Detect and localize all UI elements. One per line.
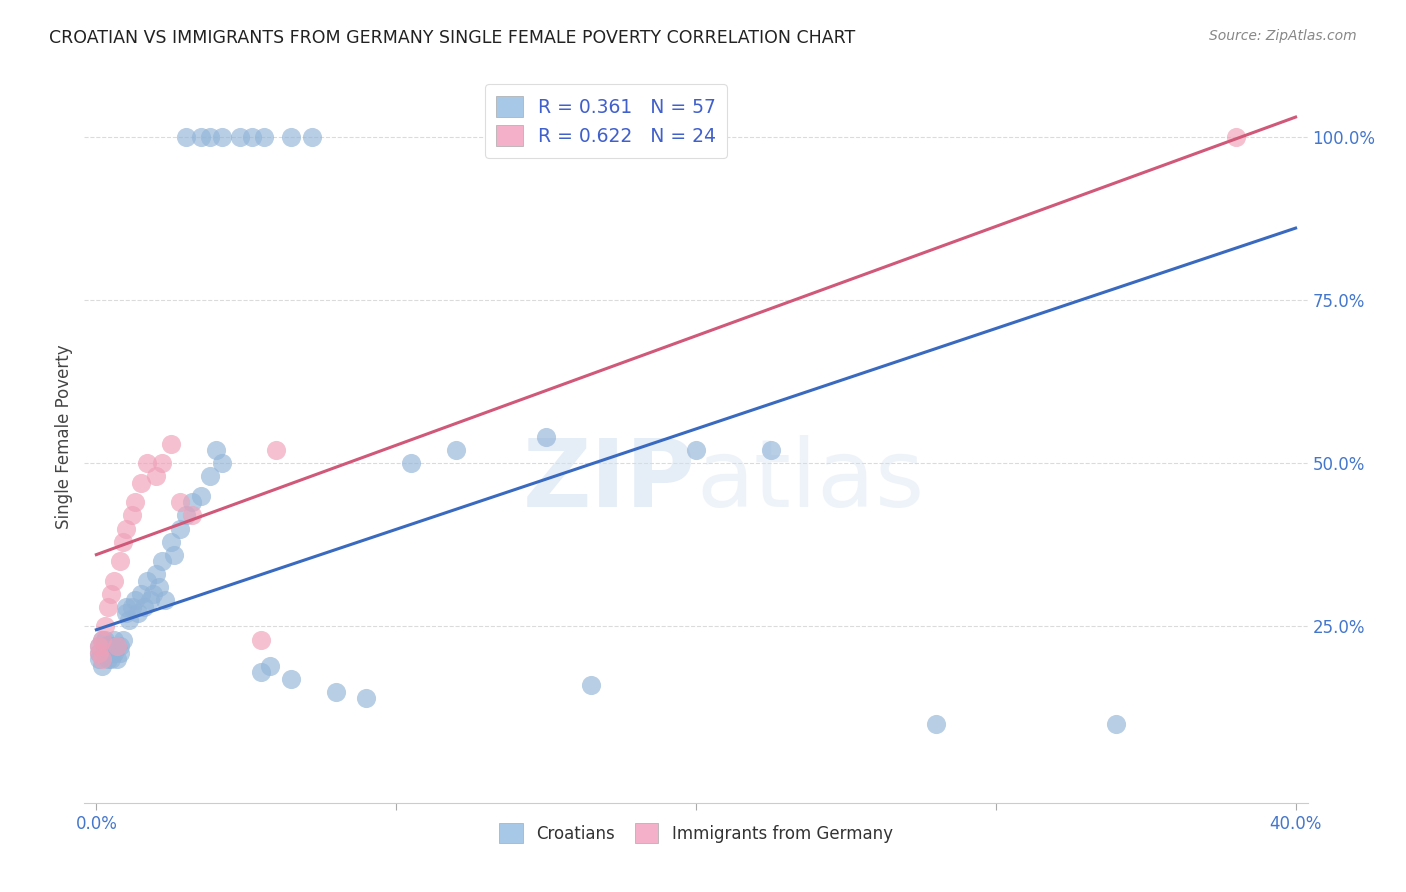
Point xyxy=(118,613,141,627)
Point xyxy=(134,599,156,614)
Point xyxy=(94,632,117,647)
Point xyxy=(97,652,120,666)
Point xyxy=(1105,717,1128,731)
Point xyxy=(444,443,467,458)
Point xyxy=(124,495,146,509)
Point xyxy=(163,548,186,562)
Point xyxy=(142,587,165,601)
Point xyxy=(264,443,287,458)
Point xyxy=(190,129,212,144)
Point xyxy=(534,430,557,444)
Point xyxy=(112,632,135,647)
Point xyxy=(115,599,138,614)
Point xyxy=(160,436,183,450)
Point xyxy=(200,469,222,483)
Point xyxy=(925,717,948,731)
Point xyxy=(145,469,167,483)
Legend: Croatians, Immigrants from Germany: Croatians, Immigrants from Germany xyxy=(492,817,900,849)
Point xyxy=(103,632,125,647)
Point xyxy=(89,639,111,653)
Point xyxy=(91,658,114,673)
Point xyxy=(89,652,111,666)
Point xyxy=(100,652,122,666)
Point xyxy=(103,646,125,660)
Point xyxy=(155,593,177,607)
Text: CROATIAN VS IMMIGRANTS FROM GERMANY SINGLE FEMALE POVERTY CORRELATION CHART: CROATIAN VS IMMIGRANTS FROM GERMANY SING… xyxy=(49,29,855,46)
Point xyxy=(399,456,422,470)
Point xyxy=(131,475,153,490)
Point xyxy=(211,456,233,470)
Point xyxy=(259,658,281,673)
Point xyxy=(112,534,135,549)
Text: Source: ZipAtlas.com: Source: ZipAtlas.com xyxy=(1209,29,1357,43)
Text: ZIP: ZIP xyxy=(523,435,696,527)
Point xyxy=(97,599,120,614)
Point xyxy=(105,652,128,666)
Point xyxy=(89,646,111,660)
Point xyxy=(105,639,128,653)
Point xyxy=(94,619,117,633)
Point xyxy=(200,129,222,144)
Point xyxy=(205,443,228,458)
Point xyxy=(121,508,143,523)
Point xyxy=(127,607,149,621)
Point xyxy=(145,567,167,582)
Point xyxy=(121,599,143,614)
Point xyxy=(150,554,173,568)
Point xyxy=(250,632,273,647)
Point xyxy=(115,521,138,535)
Point xyxy=(124,593,146,607)
Point xyxy=(181,495,204,509)
Point xyxy=(169,521,191,535)
Point xyxy=(190,489,212,503)
Point xyxy=(579,678,602,692)
Point xyxy=(97,639,120,653)
Point xyxy=(115,607,138,621)
Point xyxy=(105,639,128,653)
Point xyxy=(100,587,122,601)
Point xyxy=(240,129,263,144)
Point xyxy=(250,665,273,680)
Y-axis label: Single Female Poverty: Single Female Poverty xyxy=(55,345,73,529)
Point xyxy=(100,646,122,660)
Point xyxy=(174,508,197,523)
Point xyxy=(91,632,114,647)
Point xyxy=(181,508,204,523)
Point xyxy=(211,129,233,144)
Point xyxy=(131,587,153,601)
Point xyxy=(174,129,197,144)
Point xyxy=(110,554,132,568)
Point xyxy=(100,639,122,653)
Point xyxy=(1225,129,1247,144)
Point xyxy=(325,685,347,699)
Point xyxy=(354,691,377,706)
Point xyxy=(150,456,173,470)
Point xyxy=(280,129,302,144)
Point xyxy=(89,639,111,653)
Text: atlas: atlas xyxy=(696,435,924,527)
Point xyxy=(94,639,117,653)
Point xyxy=(94,646,117,660)
Point xyxy=(89,646,111,660)
Point xyxy=(759,443,782,458)
Point xyxy=(139,593,162,607)
Point xyxy=(103,574,125,588)
Point xyxy=(91,652,114,666)
Point xyxy=(148,580,170,594)
Point xyxy=(301,129,323,144)
Point xyxy=(280,672,302,686)
Point xyxy=(685,443,707,458)
Point xyxy=(136,574,159,588)
Point xyxy=(110,646,132,660)
Point xyxy=(136,456,159,470)
Point xyxy=(229,129,252,144)
Point xyxy=(160,534,183,549)
Point xyxy=(169,495,191,509)
Point xyxy=(91,632,114,647)
Point xyxy=(110,639,132,653)
Point xyxy=(253,129,276,144)
